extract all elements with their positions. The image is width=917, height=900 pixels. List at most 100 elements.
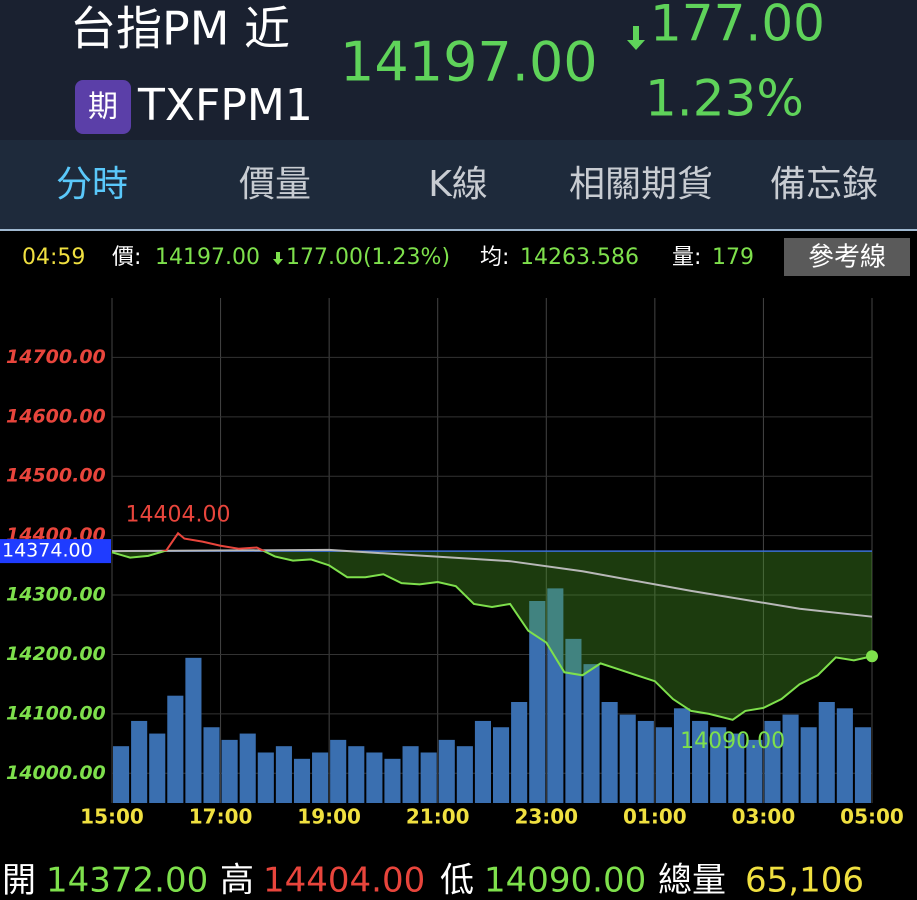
price-line bbox=[111, 551, 873, 721]
info-vol: 179 bbox=[712, 245, 754, 270]
tab[interactable]: 分時 bbox=[56, 164, 128, 205]
title: 台指PM 近 bbox=[70, 2, 290, 56]
info-price: 14197.00 bbox=[155, 245, 260, 270]
volume-bar bbox=[746, 739, 763, 803]
volume-bar bbox=[113, 746, 130, 803]
x-tick-label: 05:00 bbox=[840, 805, 904, 829]
volume-bar bbox=[692, 720, 709, 803]
y-tick-label: 14200.00 bbox=[6, 643, 106, 665]
down-arrow bbox=[627, 26, 645, 50]
symbol: TXFPM1 bbox=[137, 80, 313, 131]
info-time: 04:59 bbox=[22, 245, 85, 270]
y-tick-label: 14500.00 bbox=[6, 465, 106, 487]
volume-bar bbox=[275, 746, 292, 803]
volume-bar bbox=[782, 714, 799, 803]
volume-bar bbox=[565, 638, 582, 803]
volume-bar bbox=[529, 601, 546, 803]
volume-bar bbox=[438, 739, 455, 803]
volume-bar bbox=[348, 746, 365, 803]
tab[interactable]: K線 bbox=[428, 164, 488, 205]
volume-bar bbox=[293, 758, 311, 803]
volume-bar bbox=[239, 733, 256, 803]
volume-bar bbox=[637, 720, 654, 803]
annotation: 14090.00 bbox=[680, 729, 785, 754]
tab[interactable]: 備忘錄 bbox=[770, 164, 878, 205]
tab[interactable]: 相關期貨 bbox=[569, 164, 713, 205]
y-tick-label: 14000.00 bbox=[6, 762, 106, 784]
y-tick-label: 14300.00 bbox=[6, 584, 106, 606]
volume-bar bbox=[710, 727, 727, 803]
reference-label: 14374.00 bbox=[2, 540, 93, 562]
volume-bar bbox=[547, 588, 564, 803]
price: 14197.00 bbox=[340, 31, 598, 94]
info-change: 177.00(1.23%) bbox=[286, 245, 450, 270]
x-tick-label: 19:00 bbox=[297, 805, 361, 829]
volume-bar bbox=[673, 708, 691, 803]
volume-bar bbox=[728, 733, 745, 803]
x-tick-label: 23:00 bbox=[514, 805, 578, 829]
x-tick-label: 21:00 bbox=[406, 805, 470, 829]
average-line bbox=[111, 548, 873, 618]
volume-bar bbox=[131, 720, 148, 803]
price-line-up bbox=[160, 531, 267, 552]
reference-button-text[interactable]: 參考線 bbox=[808, 243, 886, 273]
volume-bar bbox=[655, 727, 672, 803]
volume-bar bbox=[149, 733, 166, 803]
volume-bar bbox=[474, 720, 491, 803]
volume-bar bbox=[420, 752, 437, 803]
y-tick-label: 14100.00 bbox=[6, 702, 106, 724]
footer-low: 14090.00 bbox=[484, 861, 646, 900]
tab[interactable]: 價量 bbox=[239, 164, 311, 205]
volume-bar bbox=[330, 739, 347, 803]
volume-bar bbox=[493, 727, 510, 803]
reference-button[interactable] bbox=[784, 238, 910, 276]
info-avg: 14263.586 bbox=[520, 245, 639, 270]
header-bg bbox=[0, 0, 917, 140]
volume-bar bbox=[257, 752, 274, 803]
volume-bar bbox=[818, 702, 835, 803]
footer-label: 開 bbox=[2, 861, 36, 900]
volume-bar bbox=[836, 708, 853, 803]
volume-bar bbox=[366, 752, 383, 803]
volume-bar bbox=[402, 746, 419, 803]
footer-label: 低 bbox=[440, 861, 474, 900]
x-tick-label: 03:00 bbox=[732, 805, 796, 829]
volume-bar bbox=[583, 664, 600, 803]
reference-label-bg bbox=[0, 539, 111, 564]
x-tick-label: 15:00 bbox=[80, 805, 144, 829]
info-label: 價: bbox=[112, 245, 141, 270]
info-label: 量: bbox=[672, 245, 701, 270]
footer-label: 高 bbox=[220, 861, 254, 900]
volume-bar bbox=[800, 727, 817, 803]
footer-open: 14372.00 bbox=[46, 861, 208, 900]
volume-bar bbox=[167, 695, 184, 803]
badge-text: 期 bbox=[88, 90, 118, 125]
footer-label: 總量 bbox=[658, 861, 726, 900]
x-tick-label: 01:00 bbox=[623, 805, 687, 829]
volume-bar bbox=[601, 702, 618, 803]
price-area bbox=[112, 551, 872, 720]
change-pct: 1.23% bbox=[645, 70, 804, 128]
volume-bar bbox=[221, 739, 238, 803]
volume-bar bbox=[203, 727, 220, 803]
volume-bar bbox=[854, 727, 871, 803]
volume-bar bbox=[456, 746, 473, 803]
volume-bar bbox=[511, 702, 528, 803]
last-point bbox=[866, 650, 878, 663]
badge bbox=[75, 80, 131, 134]
y-tick-label: 14600.00 bbox=[6, 405, 106, 427]
tab-bar bbox=[0, 140, 917, 230]
volume-bar bbox=[312, 752, 329, 803]
x-tick-label: 17:00 bbox=[189, 805, 253, 829]
info-arrow bbox=[273, 252, 283, 265]
footer-vol: 65,106 bbox=[745, 861, 864, 900]
volume-bar bbox=[384, 758, 401, 803]
footer-high: 14404.00 bbox=[263, 861, 425, 900]
volume-bar bbox=[185, 657, 202, 803]
volume-bar bbox=[619, 714, 636, 803]
annotation: 14404.00 bbox=[126, 502, 231, 527]
change: 177.00 bbox=[650, 0, 825, 53]
volume-bar bbox=[764, 720, 781, 803]
